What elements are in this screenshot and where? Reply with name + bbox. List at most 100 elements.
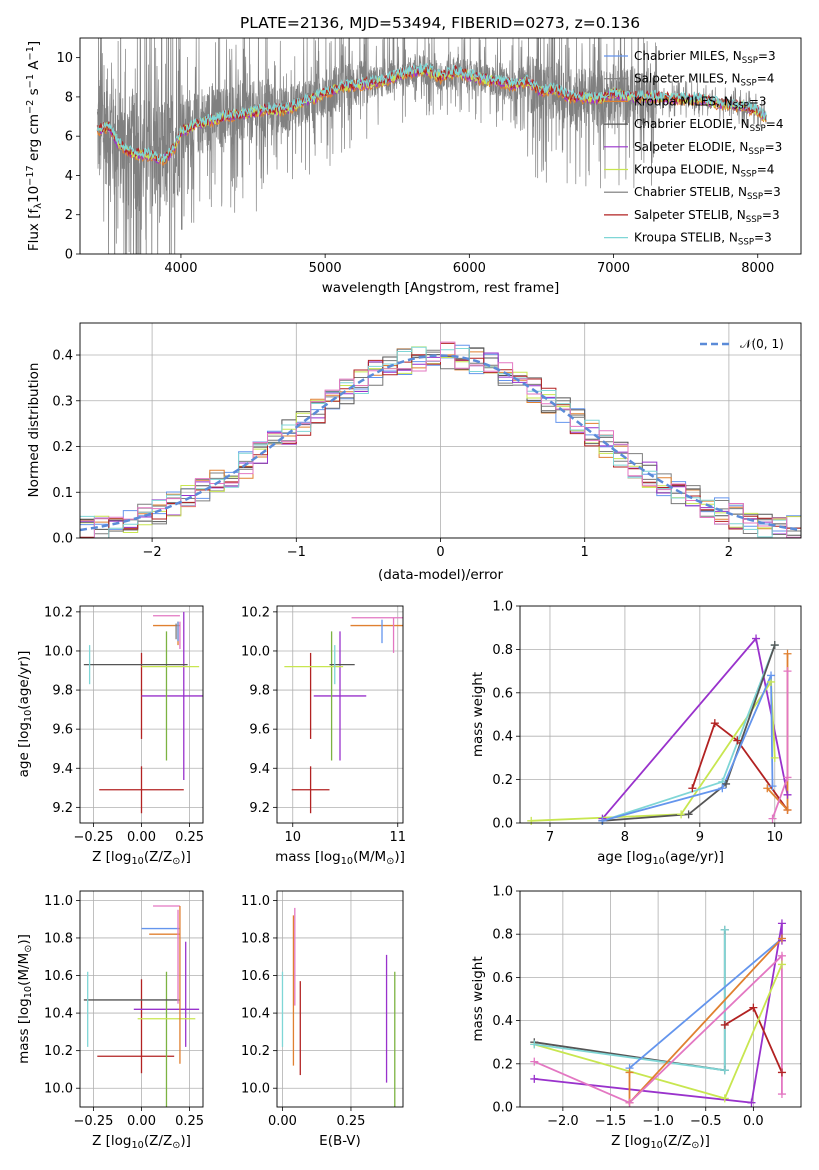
x-tick-label: −0.25 <box>74 830 114 845</box>
plot-area-age_vs_mass <box>277 606 403 823</box>
y-tick-label: 9.6 <box>52 723 73 738</box>
x-tick-label: 0.0 <box>743 1114 764 1129</box>
x-tick-label: 0.00 <box>127 830 156 845</box>
y-tick-label: 10.0 <box>44 1082 73 1097</box>
y-tick-label: 0.0 <box>492 817 513 832</box>
axes-spectrum: 4000 5000 6000 7000 8000 0 2 4 6 8 10 Flux [fλ10−17… <box>25 37 802 296</box>
y-axis-label: age [log10(age/yr)] <box>16 651 34 778</box>
axes-frame-mass_vs_ebv <box>276 890 404 1108</box>
series-marker <box>783 667 792 676</box>
plot-area-age_vs_Z <box>80 606 203 823</box>
y-tick-label: 0.8 <box>492 643 513 658</box>
y-tick-label: 10.2 <box>44 1044 73 1059</box>
y-tick-label: 10.4 <box>44 1007 73 1022</box>
legend-label: Chabrier MILES, NSSP=3 <box>634 49 776 66</box>
x-tick-label: 1 <box>581 545 589 560</box>
y-tick-label: 10.2 <box>44 605 73 620</box>
y-tick-label: 0.2 <box>52 440 73 455</box>
x-tick-label: 8000 <box>741 261 774 276</box>
y-tick-label: 6 <box>65 130 73 145</box>
y-tick-label: 9.8 <box>52 684 73 699</box>
series-marker <box>783 790 792 799</box>
plot-area-mass_vs_ebv <box>277 891 403 1107</box>
legend-label: Salpeter STELIB, NSSP=3 <box>634 208 780 225</box>
y-tick-label: 4 <box>65 169 73 184</box>
y-tick-label: 0.4 <box>492 730 513 745</box>
y-axis-label: Normed distribution <box>26 363 42 498</box>
y-tick-label: 10.4 <box>241 1007 270 1022</box>
x-tick-label: 2 <box>725 545 733 560</box>
series-marker <box>770 753 779 762</box>
legend-label: Chabrier STELIB, NSSP=3 <box>634 185 781 202</box>
y-tick-label: 0.1 <box>52 486 73 501</box>
series-marker <box>783 805 792 814</box>
x-axis-label: age [log10(age/yr)] <box>597 849 724 867</box>
axes-frame-age_vs_Z <box>79 605 204 824</box>
x-axis-label: (data-model)/error <box>378 567 504 583</box>
y-axis-label: mass weight <box>470 956 486 1041</box>
y-tick-label: 0.6 <box>492 971 513 986</box>
x-tick-label: 0.00 <box>127 1114 156 1129</box>
x-tick-label: −0.5 <box>690 1114 722 1129</box>
y-tick-label: 10.6 <box>241 969 270 984</box>
y-tick-label: 0.4 <box>52 349 73 364</box>
x-tick-label: 10 <box>284 830 301 845</box>
series-marker <box>777 951 786 960</box>
x-tick-label: 0 <box>436 545 444 560</box>
spectrum-legend: Chabrier MILES, NSSP=3 Salpeter MILES, NS… <box>604 49 783 248</box>
x-tick-label: −1.5 <box>595 1114 627 1129</box>
y-tick-label: 0.6 <box>492 686 513 701</box>
y-tick-label: 10.2 <box>241 605 270 620</box>
legend-label: Kroupa STELIB, NSSP=3 <box>634 231 772 248</box>
series-marker <box>720 1066 729 1075</box>
series-line-5 <box>602 675 774 822</box>
plot-area-residuals <box>80 323 801 538</box>
x-axis-label: E(B-V) <box>319 1133 361 1149</box>
series-marker <box>767 671 776 680</box>
spectrum-data-line <box>96 38 767 254</box>
legend-label-gaussian: 𝒩(0, 1) <box>740 337 784 351</box>
x-tick-label: 0.25 <box>175 1114 204 1129</box>
x-tick-label: −1 <box>287 545 306 560</box>
axes-frame-weight_vs_age <box>519 605 802 824</box>
y-tick-label: 9.2 <box>52 801 73 816</box>
series-marker <box>720 1094 729 1103</box>
legend-label: Chabrier ELODIE, NSSP=4 <box>634 117 783 134</box>
plot-area-mass_vs_Z <box>80 891 203 1107</box>
axes-weight_vs_age: 7 8 9 10 0.0 0.2 0.4 0.6 0.8 1.0 age [log10(age/yr… <box>470 600 802 867</box>
x-tick-label: 6000 <box>453 261 486 276</box>
x-tick-label: 8 <box>621 830 629 845</box>
axes-residuals: −2 −1 0 1 2 0.0 0.1 0.2 0.3 0.4 Normed distributio… <box>26 322 802 583</box>
series-line-5 <box>628 937 783 1069</box>
x-tick-label: 0.25 <box>336 1114 365 1129</box>
series-marker <box>777 934 786 943</box>
series-marker <box>722 779 731 788</box>
x-axis-label: mass [log10(M/M⊙)] <box>275 849 405 867</box>
y-tick-label: 1.0 <box>492 600 513 615</box>
y-tick-label: 0.3 <box>52 394 73 409</box>
y-tick-label: 11.0 <box>241 894 270 909</box>
series-marker <box>783 773 792 782</box>
series-marker <box>783 649 792 658</box>
y-tick-label: 10.8 <box>44 931 73 946</box>
y-tick-label: 9.4 <box>249 762 270 777</box>
y-tick-label: 0.0 <box>52 532 73 547</box>
series-line-7 <box>533 953 783 1104</box>
axes-age_vs_Z: −0.25 0.00 0.25 9.2 9.4 9.6 9.8 10.0 10.2 Z [log1… <box>16 605 204 867</box>
y-tick-label: 10.0 <box>44 644 73 659</box>
legend-label: Kroupa MILES, NSSP=3 <box>634 94 767 111</box>
y-tick-label: 0.2 <box>492 773 513 788</box>
y-tick-label: 2 <box>65 208 73 223</box>
series-marker <box>763 784 772 793</box>
y-axis-label: mass weight <box>470 672 486 757</box>
y-tick-label: 0.2 <box>492 1057 513 1072</box>
series-line-2 <box>531 679 776 822</box>
y-axis-label: Flux [fλ10−17 erg cm−2 s−1 A−1] <box>25 41 44 251</box>
histogram-step-9 <box>80 341 801 538</box>
x-tick-label: −2.0 <box>547 1114 579 1129</box>
x-tick-label: 10 <box>766 830 783 845</box>
series-marker <box>677 810 686 819</box>
axes-mass_vs_ebv: 0.00 0.25 10.0 10.2 10.4 10.6 10.8 11.0 E(B-V) <box>241 890 404 1149</box>
x-axis-label: Z [log10(Z/Z⊙)] <box>611 1133 710 1151</box>
axes-age_vs_mass: 10 11 9.2 9.4 9.6 9.8 10.0 10.2 mass [log10(M/M⊙… <box>241 605 406 867</box>
